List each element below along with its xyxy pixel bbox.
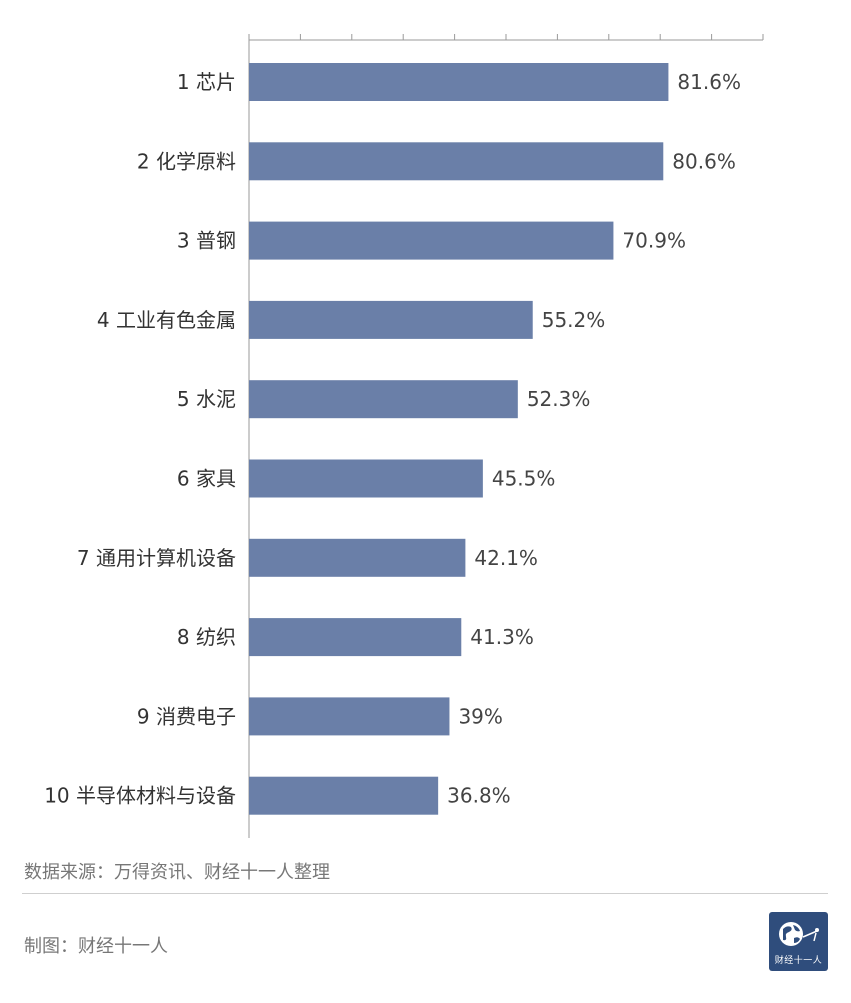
value-label: 55.2%: [542, 308, 606, 332]
bar: [249, 538, 466, 577]
bar: [249, 142, 664, 181]
bar: [249, 300, 533, 339]
category-label: 4 工业有色金属: [97, 308, 236, 332]
category-label: 6 家具: [177, 467, 236, 491]
category-label: 10 半导体材料与设备: [44, 784, 236, 808]
bar: [249, 63, 669, 101]
footer-divider: [22, 893, 828, 894]
value-label: 41.3%: [470, 625, 534, 649]
value-label: 52.3%: [527, 387, 591, 411]
value-label: 42.1%: [474, 546, 538, 570]
category-label: 5 水泥: [177, 387, 236, 411]
category-label: 2 化学原料: [137, 149, 236, 173]
category-label: 3 普钢: [177, 229, 236, 253]
value-label: 39%: [458, 704, 502, 728]
value-label: 80.6%: [672, 149, 736, 173]
bar: [249, 459, 483, 498]
bar: [249, 221, 614, 260]
bar: [249, 776, 439, 815]
value-label: 81.6%: [677, 70, 741, 94]
value-label: 45.5%: [492, 467, 556, 491]
bar-chart: 1 芯片 81.6% 2 化学原料 80.6% 3 普钢 70.9% 4 工业有色金属 55.…: [44, 34, 764, 838]
publisher-logo: 财经十一人: [769, 912, 828, 971]
category-label: 8 纺织: [177, 625, 236, 649]
value-label: 70.9%: [622, 229, 686, 253]
category-label: 1 芯片: [177, 70, 236, 94]
category-label: 7 通用计算机设备: [77, 546, 236, 570]
data-source-note: 数据来源：万得资讯、财经十一人整理: [24, 862, 330, 883]
logo-text: 财经十一人: [774, 956, 823, 966]
bar: [249, 380, 518, 419]
bar: [249, 697, 450, 736]
bar: [249, 618, 462, 657]
globe-icon: [779, 922, 819, 946]
value-label: 36.8%: [447, 784, 511, 808]
category-label: 9 消费电子: [137, 704, 236, 728]
chart-credit: 制图：财经十一人: [24, 936, 168, 957]
